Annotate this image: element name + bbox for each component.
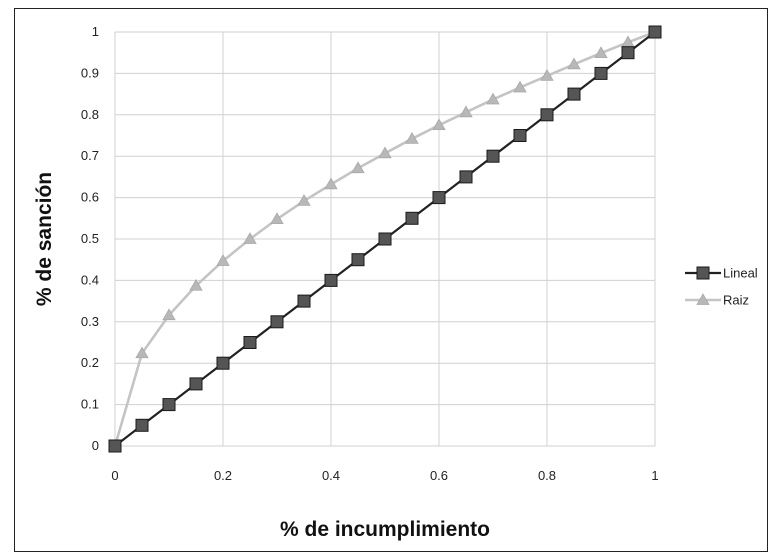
y-axis-title: % de sanción [33, 172, 56, 306]
data-point-lineal [270, 315, 284, 329]
data-point-lineal [594, 66, 608, 80]
data-point-lineal [216, 356, 230, 370]
x-tick-label: 0.8 [538, 468, 556, 483]
data-point-lineal [189, 377, 203, 391]
data-point-lineal [486, 149, 500, 163]
data-point-lineal [459, 170, 473, 184]
x-tick-label: 0 [111, 468, 118, 483]
series-group [108, 25, 662, 453]
x-axis-title: % de incumplimiento [280, 518, 490, 541]
y-tick-label: 0.8 [81, 107, 99, 122]
legend-item-raiz: Raiz [685, 293, 749, 308]
y-tick-labels: 0 0.1 0.2 0.3 0.4 0.5 0.6 0.7 0.8 0.9 1 [81, 24, 99, 453]
data-point-raiz [378, 146, 392, 159]
data-point-raiz [594, 46, 608, 59]
legend-label: Lineal [723, 266, 758, 281]
legend-marker [696, 266, 710, 280]
y-tick-label: 0.4 [81, 272, 99, 287]
data-point-lineal [648, 25, 662, 39]
x-tick-label: 0.6 [430, 468, 448, 483]
y-tick-label: 0.6 [81, 190, 99, 205]
series-raiz [108, 25, 662, 451]
data-point-raiz [270, 212, 284, 225]
data-point-lineal [621, 46, 635, 60]
data-point-raiz [540, 69, 554, 81]
x-tick-label: 0.2 [214, 468, 232, 483]
data-point-lineal [513, 129, 527, 142]
data-point-raiz [297, 194, 311, 206]
data-point-raiz [324, 177, 338, 190]
data-point-lineal [540, 108, 554, 122]
legend-label: Raiz [723, 293, 749, 308]
data-point-lineal [108, 439, 122, 453]
data-point-lineal [567, 87, 581, 101]
data-point-lineal [243, 336, 257, 349]
data-point-raiz [486, 92, 500, 105]
data-point-lineal [351, 253, 365, 267]
legend: Lineal Raiz [685, 266, 758, 308]
y-tick-label: 1 [92, 24, 99, 39]
y-tick-label: 0 [92, 438, 99, 453]
y-tick-label: 0.7 [81, 148, 99, 163]
data-point-lineal [162, 398, 176, 412]
y-tick-label: 0.1 [81, 397, 99, 412]
data-point-lineal [378, 232, 392, 246]
data-point-raiz [243, 232, 257, 244]
y-tick-label: 0.9 [81, 65, 99, 80]
x-tick-label: 1 [651, 468, 658, 483]
data-point-raiz [135, 346, 149, 359]
line-chart: 0 0.1 0.2 0.3 0.4 0.5 0.6 0.7 0.8 0.9 1 0 0.2 0.4 0.6… [33, 24, 758, 541]
x-tick-labels: 0 0.2 0.4 0.6 0.8 1 [111, 468, 658, 483]
data-point-lineal [297, 294, 311, 308]
data-point-raiz [459, 105, 473, 118]
y-tick-label: 0.2 [81, 355, 99, 370]
y-tick-label: 0.3 [81, 314, 99, 329]
data-point-raiz [513, 80, 527, 93]
series-lineal [108, 25, 662, 453]
data-point-raiz [351, 161, 365, 174]
data-point-lineal [135, 418, 149, 432]
y-tick-label: 0.5 [81, 231, 99, 246]
data-point-raiz [405, 132, 419, 144]
data-point-raiz [432, 118, 446, 131]
legend-item-lineal: Lineal [685, 266, 758, 281]
data-point-lineal [324, 273, 338, 287]
x-tick-label: 0.4 [322, 468, 340, 483]
data-point-raiz [216, 254, 230, 266]
chart-frame: 0 0.1 0.2 0.3 0.4 0.5 0.6 0.7 0.8 0.9 1 0 0.2 0.4 0.6… [14, 8, 768, 552]
data-point-lineal [432, 191, 446, 205]
legend-marker [696, 293, 710, 305]
data-point-raiz [162, 308, 176, 321]
data-point-lineal [405, 211, 419, 225]
data-point-raiz [567, 57, 581, 70]
data-point-raiz [189, 278, 203, 291]
